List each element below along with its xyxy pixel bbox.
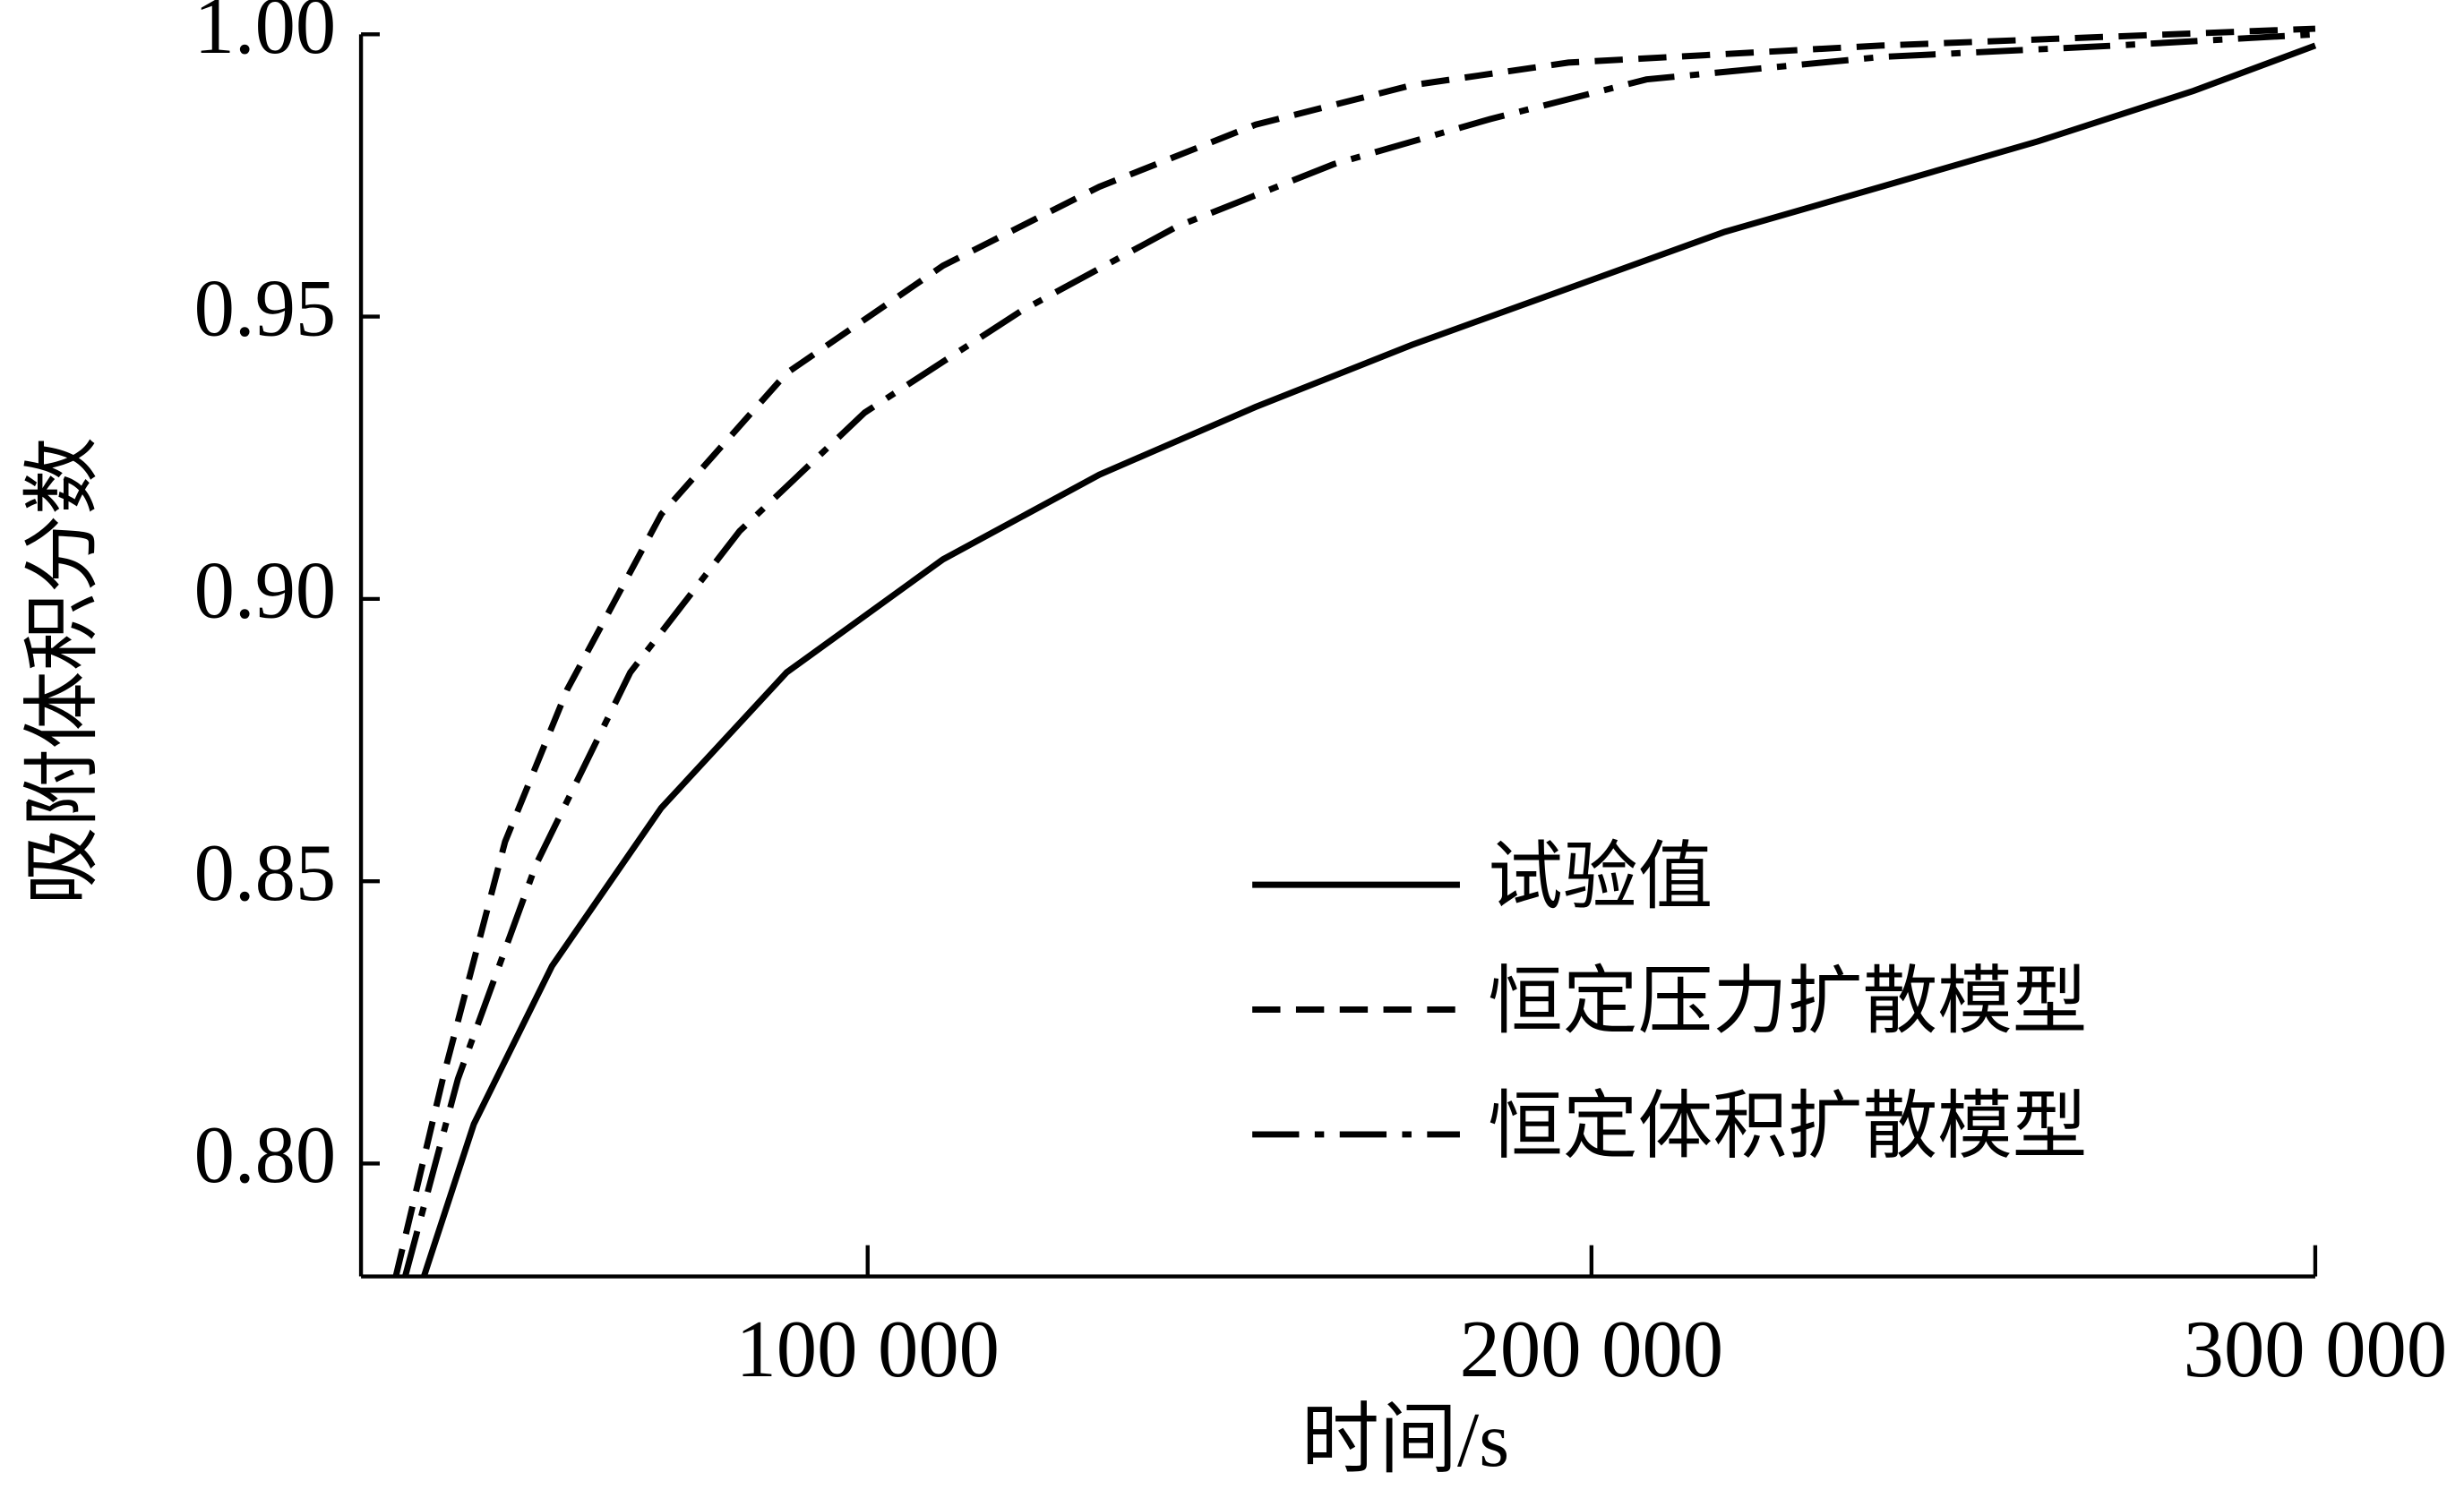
x-axis-label: 时间/s xyxy=(1301,1396,1509,1483)
y-tick-label: 0.85 xyxy=(194,827,337,918)
y-tick-label: 0.90 xyxy=(194,545,337,636)
series-line xyxy=(402,30,2316,1277)
x-tick-label: 200 000 xyxy=(1460,1304,1723,1394)
x-tick-label: 100 000 xyxy=(735,1304,999,1394)
series-line xyxy=(392,25,2316,1277)
x-tick-label: 300 000 xyxy=(2184,1304,2447,1394)
legend-label: 试验值 xyxy=(1488,835,1713,919)
y-tick-label: 0.80 xyxy=(194,1109,337,1200)
y-axis-label: 吸附体积分数 xyxy=(19,437,106,905)
plot-area xyxy=(392,25,2317,1277)
y-tick-label: 1.00 xyxy=(194,0,337,71)
legend-label: 恒定压力扩散模型 xyxy=(1488,961,2087,1044)
legend-label: 恒定体积扩散模型 xyxy=(1488,1085,2087,1168)
series-line xyxy=(420,42,2317,1277)
y-tick-label: 0.95 xyxy=(194,262,337,353)
